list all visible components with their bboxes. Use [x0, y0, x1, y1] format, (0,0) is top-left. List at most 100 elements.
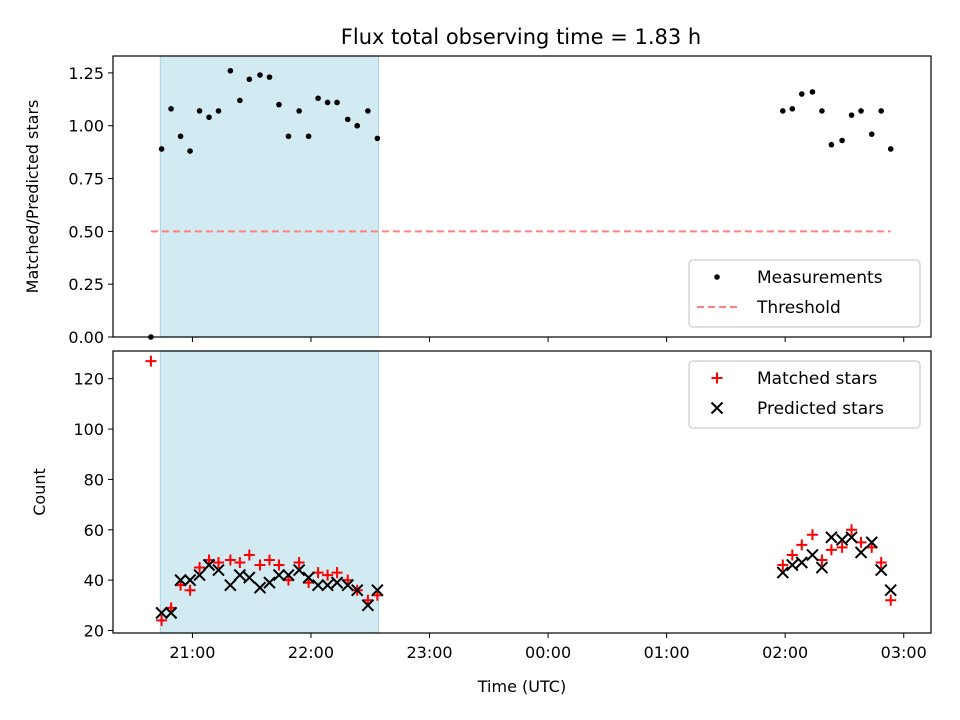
- measurement-point: [237, 97, 243, 104]
- y-tick-label: 0.00: [68, 328, 104, 347]
- predicted-star-point: [806, 548, 819, 562]
- matched-star-point: [254, 559, 266, 571]
- measurement-point: [354, 122, 361, 129]
- measurement-point: [276, 101, 282, 108]
- legend-predicted-marker: [710, 401, 724, 415]
- legend-label: Predicted stars: [757, 399, 884, 419]
- y-tick-label: 0.50: [68, 222, 104, 241]
- y-tick-label: 100: [73, 420, 104, 439]
- y-tick-label: 1.25: [68, 64, 104, 83]
- measurement-point: [168, 106, 174, 112]
- measurement-point: [215, 108, 222, 114]
- measurement-point: [780, 108, 786, 114]
- predicted-star-point: [311, 578, 325, 592]
- predicted-star-point: [193, 568, 206, 582]
- x-tick-label: 23:00: [406, 643, 452, 662]
- measurement-point: [324, 99, 331, 106]
- matched-star-point: [234, 557, 246, 568]
- x-tick-label: 22:00: [288, 643, 334, 662]
- predicted-star-point: [212, 563, 225, 577]
- y-tick-label: 20: [84, 621, 104, 640]
- predicted-star-point: [815, 561, 829, 574]
- measurement-point: [848, 112, 855, 118]
- y-tick-label: 1.00: [68, 117, 104, 136]
- matched-star-point: [331, 567, 343, 579]
- legend-label: Threshold: [756, 298, 841, 318]
- measurement-point: [187, 148, 193, 154]
- axes-frame: [112, 350, 932, 634]
- measurement-point: [315, 95, 321, 102]
- y-axis-label: Matched/Predicted stars: [23, 100, 42, 294]
- shaded-span: [159, 55, 380, 338]
- x-tick-label: 03:00: [881, 643, 927, 662]
- y-tick-label: 0.75: [68, 170, 104, 189]
- predicted-star-point: [845, 531, 858, 544]
- predicted-star-point: [371, 583, 384, 597]
- predicted-star-point: [795, 556, 808, 569]
- measurement-point: [334, 99, 340, 106]
- y-tick-label: 0.25: [68, 275, 104, 294]
- predicted-star-point: [233, 568, 247, 582]
- matched-star-point: [322, 569, 334, 581]
- measurement-point: [227, 67, 234, 74]
- y-tick-label: 80: [84, 470, 104, 489]
- predicted-star-point: [224, 578, 237, 592]
- measurement-point: [789, 106, 796, 112]
- measurement-point: [868, 131, 875, 137]
- y-tick-label: 60: [84, 521, 104, 540]
- axes-frame: [112, 55, 932, 338]
- y-tick-label: 120: [73, 370, 104, 389]
- predicted-star-point: [875, 563, 888, 577]
- predicted-star-point: [202, 558, 216, 572]
- predicted-star-point: [155, 606, 168, 620]
- x-tick-label: 00:00: [525, 643, 571, 662]
- matched-star-point: [846, 524, 858, 536]
- measurement-point: [344, 116, 351, 123]
- predicted-star-point: [321, 578, 334, 592]
- top-panel: 0.00 0.25 0.50 0.75 1.00 1.25 Matched/Predicte…: [23, 55, 932, 347]
- predicted-star-point: [884, 583, 897, 597]
- predicted-star-point: [776, 566, 790, 579]
- x-tick-label: 21:00: [169, 643, 215, 662]
- y-tick-label: 40: [84, 571, 104, 590]
- matched-star-point: [786, 549, 798, 561]
- matched-star-point: [184, 584, 196, 596]
- measurement-point: [798, 91, 805, 97]
- chart-title: Flux total observing time = 1.83 h: [341, 25, 701, 49]
- x-tick-label: 01:00: [644, 643, 690, 662]
- matched-star-point: [836, 541, 848, 553]
- matched-star-point: [156, 614, 168, 626]
- measurement-point: [878, 108, 885, 114]
- predicted-star-point: [302, 571, 315, 584]
- bottom-panel: 20 40 60 80 100 120 21:00 22:00 23:00 00:00 01:00 0…: [30, 350, 932, 696]
- matched-star-point: [875, 557, 887, 568]
- matched-star-point: [825, 544, 837, 556]
- predicted-star-point: [174, 573, 187, 587]
- legend-matched-marker: [711, 372, 723, 384]
- matched-star-point: [213, 557, 225, 568]
- legend-box: [688, 259, 921, 328]
- measurement-point: [858, 108, 864, 114]
- x-axis-label: Time (UTC): [477, 677, 566, 696]
- predicted-star-point: [272, 568, 286, 582]
- predicted-star-point: [786, 558, 799, 572]
- legend-label: Matched stars: [757, 369, 877, 389]
- predicted-star-point: [854, 546, 868, 559]
- legend: Measurements Threshold: [688, 259, 921, 328]
- measurement-point: [257, 72, 263, 78]
- legend-box: [688, 360, 921, 429]
- legend-measurements-marker: [714, 274, 720, 280]
- x-tick-label: 02:00: [762, 643, 808, 662]
- measurement-point: [206, 114, 212, 121]
- predicted-star-point: [292, 563, 306, 577]
- measurement-point: [809, 89, 816, 95]
- measurement-point: [365, 108, 371, 114]
- predicted-star-point: [243, 571, 256, 584]
- measurement-point: [246, 76, 253, 83]
- predicted-star-point: [330, 576, 344, 589]
- measurement-point: [828, 141, 835, 148]
- predicted-star-point: [835, 533, 849, 547]
- predicted-star-point: [825, 531, 838, 544]
- measurement-point: [196, 108, 203, 114]
- matched-star-point: [806, 529, 818, 541]
